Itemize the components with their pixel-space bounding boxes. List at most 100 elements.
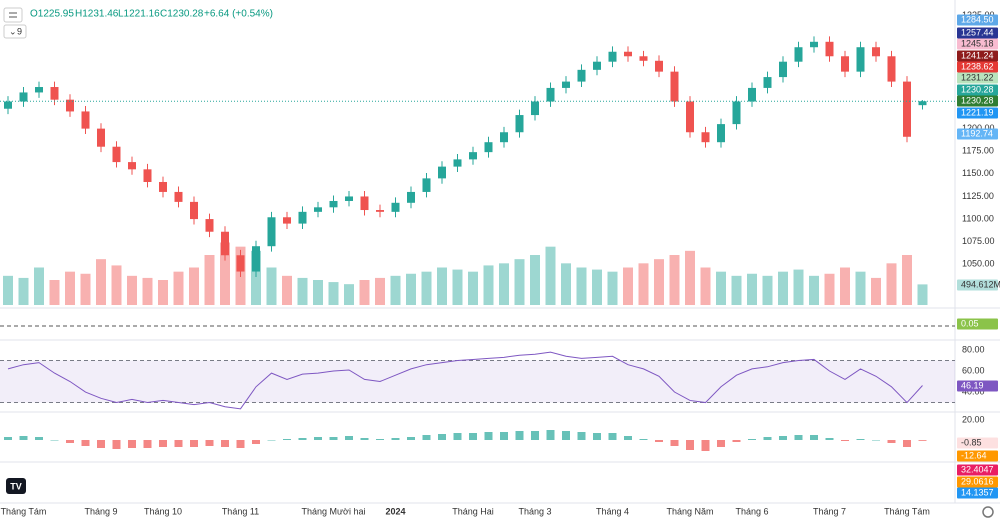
price-label: 1230.28 [961, 95, 994, 105]
collapse-icon: ⌄ [9, 26, 17, 36]
price-label-box [957, 128, 998, 140]
price-label: 1238.62 [961, 61, 994, 71]
candle-body [810, 41, 818, 48]
macd-histogram [856, 439, 865, 440]
macd-histogram [546, 430, 555, 440]
volume-bar [158, 280, 168, 305]
ohlc-header: C1230.28 [160, 9, 204, 20]
candle-body [19, 92, 28, 102]
volume-bar [142, 277, 153, 305]
settings-icon[interactable] [982, 506, 994, 518]
price-label-box [957, 107, 998, 119]
candle-body [918, 101, 927, 106]
volume-bar [111, 265, 122, 305]
candle-body [35, 87, 43, 93]
price-label: 46.19 [961, 380, 984, 390]
macd-histogram [779, 436, 787, 440]
macd-histogram [407, 437, 415, 440]
macd-histogram [593, 433, 601, 440]
candle-body [701, 132, 710, 143]
macd-histogram [391, 438, 400, 440]
volume-bar [855, 271, 866, 305]
volume-bar [220, 242, 230, 305]
volume-bar [34, 267, 44, 305]
macd-histogram [469, 433, 477, 440]
candle-body [66, 99, 74, 112]
volume-bar [313, 280, 323, 305]
macd-histogram [205, 440, 214, 446]
candle-body [624, 51, 632, 57]
price-label-box [957, 72, 998, 84]
candle-body [422, 178, 431, 192]
macd-histogram [35, 437, 43, 440]
macd-histogram [918, 440, 927, 441]
price-label-box [957, 476, 998, 488]
candle-body [50, 87, 59, 100]
price-label-box [957, 318, 998, 330]
interval-button[interactable] [3, 24, 27, 39]
candle-body [717, 124, 725, 143]
macd-histogram [732, 440, 741, 442]
volume-bar [700, 267, 711, 305]
ohlc-header: L1221.16 [118, 9, 160, 20]
macd-histogram [143, 440, 152, 448]
price-label-box [957, 450, 998, 462]
candle-body [283, 217, 291, 224]
candle-body [81, 111, 90, 129]
volume-bar [886, 263, 897, 305]
candle-body [298, 211, 307, 224]
candle-body [531, 101, 539, 116]
macd-histogram [794, 435, 803, 440]
candle-body [484, 142, 493, 153]
y-tick-label: 1200.00 [962, 123, 995, 133]
volume-bar [3, 275, 13, 305]
macd-histogram [484, 432, 493, 440]
price-label: 1230.28 [961, 84, 994, 94]
candle-body [546, 87, 555, 102]
macd-histogram [267, 440, 276, 441]
volume-bar [406, 273, 416, 305]
y-tick-label: 1075.00 [962, 236, 995, 246]
price-label: 1231.22 [961, 72, 994, 82]
candle-body [903, 81, 911, 137]
price-label: 29.0616 [961, 476, 994, 486]
macd-histogram [624, 436, 632, 440]
x-tick-label: Tháng 9 [84, 506, 117, 516]
candle-body [190, 201, 198, 220]
menu-button[interactable] [3, 7, 23, 23]
candle-body [252, 246, 260, 272]
x-tick-label: Tháng 4 [596, 506, 629, 516]
candle-body [887, 56, 896, 82]
candle-body [577, 69, 586, 82]
x-tick-label: Tháng Tám [884, 506, 930, 516]
volume-bar [576, 267, 587, 305]
candle-body [376, 210, 384, 212]
volume-bar [297, 277, 308, 305]
macd-histogram [221, 440, 229, 447]
volume-bar [18, 277, 29, 305]
candle-body [686, 101, 694, 133]
price-label: -12.64 [961, 450, 987, 460]
price-label: -0.85 [961, 437, 982, 447]
price-label-box [957, 437, 998, 449]
volume-bar [669, 255, 680, 305]
volume-bar [902, 255, 912, 305]
y-tick-label: 1050.00 [962, 259, 995, 269]
volume-bar [793, 269, 804, 305]
macd-histogram [66, 440, 74, 443]
price-label-box [957, 38, 998, 50]
y-tick-label: 1175.00 [962, 146, 994, 156]
macd-histogram [686, 440, 694, 450]
volume-bar [437, 267, 447, 305]
candle-body [794, 47, 803, 62]
candle-body [174, 191, 183, 202]
price-label-box [957, 27, 998, 39]
macd-histogram [655, 440, 663, 442]
candle-body [267, 217, 276, 247]
macd-histogram [112, 440, 121, 449]
volume-bar [328, 282, 339, 305]
y-tick-label: 1100.00 [962, 213, 994, 223]
candle-body [872, 47, 880, 57]
macd-histogram [329, 437, 338, 440]
